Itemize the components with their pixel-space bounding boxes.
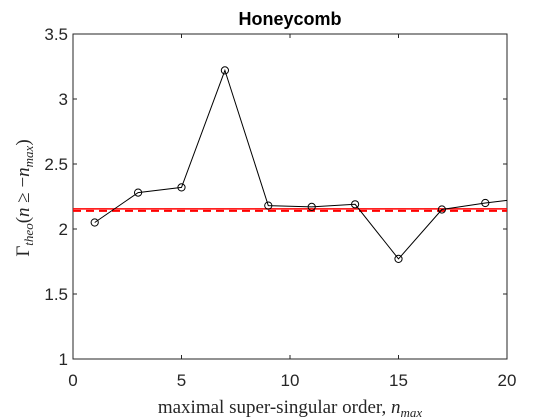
data-point [394, 254, 403, 263]
data-point [351, 200, 360, 209]
y-tick-label: 1 [59, 350, 68, 369]
x-tick-label: 5 [177, 371, 186, 390]
x-axis-label: maximal super-singular order, nmax [158, 397, 423, 420]
y-tick-label: 3 [59, 90, 68, 109]
x-tick-label: 15 [389, 371, 408, 390]
x-tick-label: 0 [68, 371, 77, 390]
y-axis-label: Γtheo(n ≥ −nmax) [13, 139, 36, 256]
data-point [481, 198, 490, 208]
y-tick-label: 2.5 [44, 155, 68, 174]
x-tick-label: 20 [498, 371, 517, 390]
x-tick-label: 10 [281, 371, 300, 390]
data-point [90, 218, 99, 227]
chart-title: Honeycomb [238, 9, 341, 29]
y-tick-label: 2 [59, 220, 68, 239]
y-tick-label: 3.5 [44, 25, 68, 44]
data-point [437, 205, 446, 214]
series-line [94, 68, 508, 260]
data-point [220, 66, 229, 75]
y-tick-label: 1.5 [44, 285, 68, 304]
plot-area: 0 5 10 15 20 1 1.5 2 2.5 3 3.5 [44, 25, 516, 390]
data-point [177, 183, 186, 192]
data-point [264, 201, 273, 210]
data-point [134, 188, 143, 197]
data-point [307, 202, 316, 211]
